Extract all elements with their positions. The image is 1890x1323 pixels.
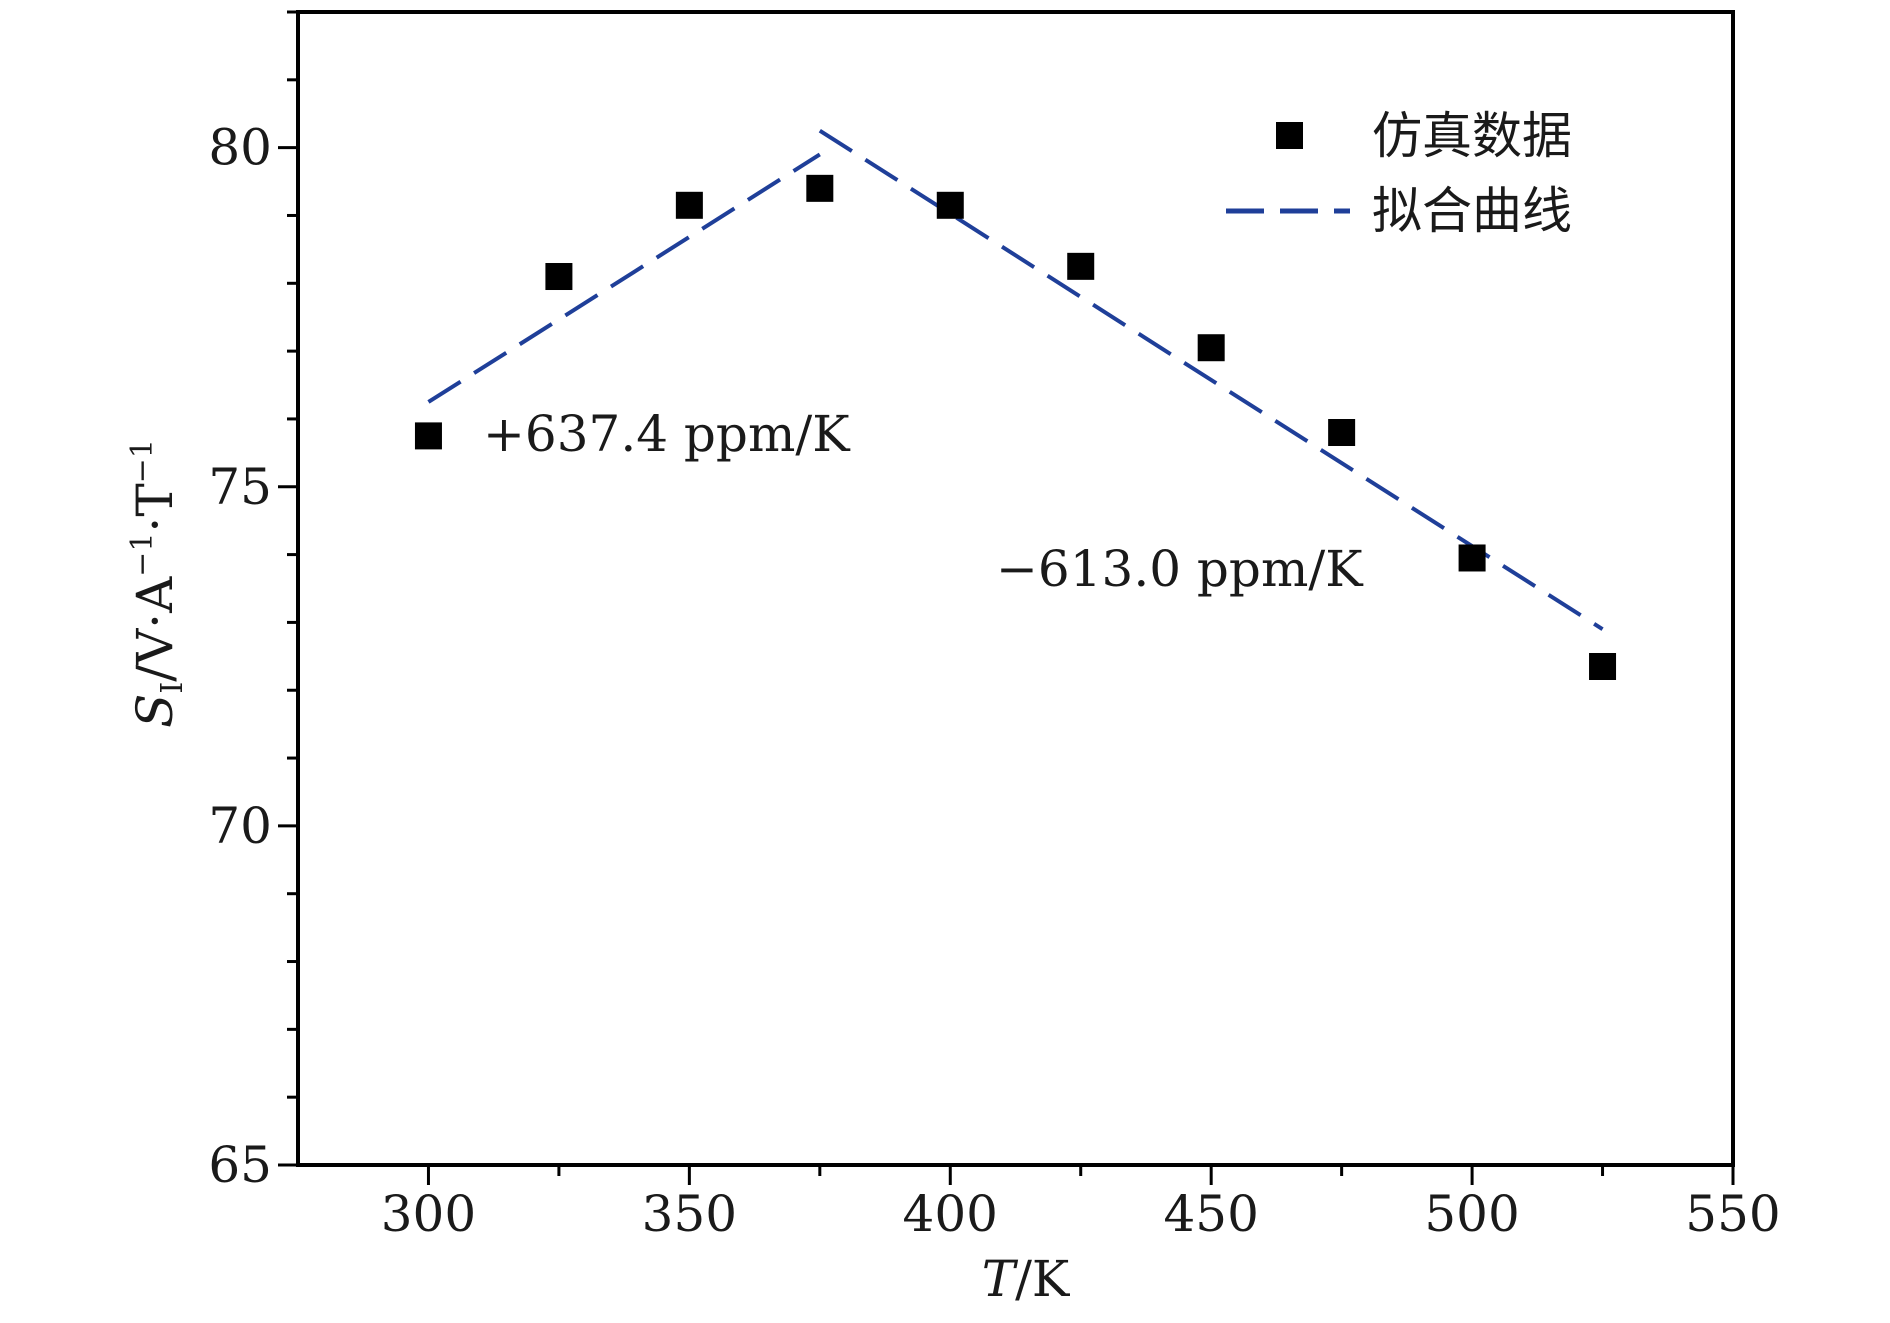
data-point — [545, 263, 573, 291]
data-point — [1458, 544, 1486, 572]
data-point — [806, 174, 834, 202]
data-point — [936, 191, 964, 219]
legend-label-fit: 拟合曲线 — [1372, 182, 1572, 240]
y-tick-label: 80 — [208, 119, 272, 177]
x-tick-label: 500 — [1424, 1185, 1519, 1243]
data-point — [414, 422, 442, 450]
x-axis-title: T/K — [982, 1250, 1071, 1308]
data-point — [675, 191, 703, 219]
data-point — [1067, 252, 1095, 280]
x-tick-label: 550 — [1685, 1185, 1780, 1243]
tick-labels: 65 70 75 80 300 350 400 450 500 550 — [208, 119, 1780, 1243]
plot-frame — [296, 10, 1735, 1167]
y-tick-label: 75 — [208, 458, 272, 516]
data-points — [414, 174, 1617, 680]
annotation-negative-slope: −613.0 ppm/K — [996, 540, 1364, 598]
y-tick-label: 70 — [208, 797, 272, 855]
x-tick-label: 450 — [1163, 1185, 1258, 1243]
fit-line-segment — [427, 152, 821, 404]
legend-label-data: 仿真数据 — [1372, 107, 1572, 165]
legend-marker-square — [1276, 122, 1303, 149]
x-tick-label: 400 — [903, 1185, 998, 1243]
y-tick-label: 65 — [208, 1136, 272, 1194]
data-point — [1197, 334, 1225, 362]
x-tick-label: 350 — [642, 1185, 737, 1243]
data-point — [1328, 419, 1356, 447]
y-axis-title: SI/V·A−1·T−1 — [125, 439, 190, 728]
x-tick-label: 300 — [381, 1185, 476, 1243]
annotation-positive-slope: +637.4 ppm/K — [483, 405, 851, 463]
data-point — [1589, 652, 1617, 680]
legend: 仿真数据 拟合曲线 — [1226, 107, 1572, 240]
